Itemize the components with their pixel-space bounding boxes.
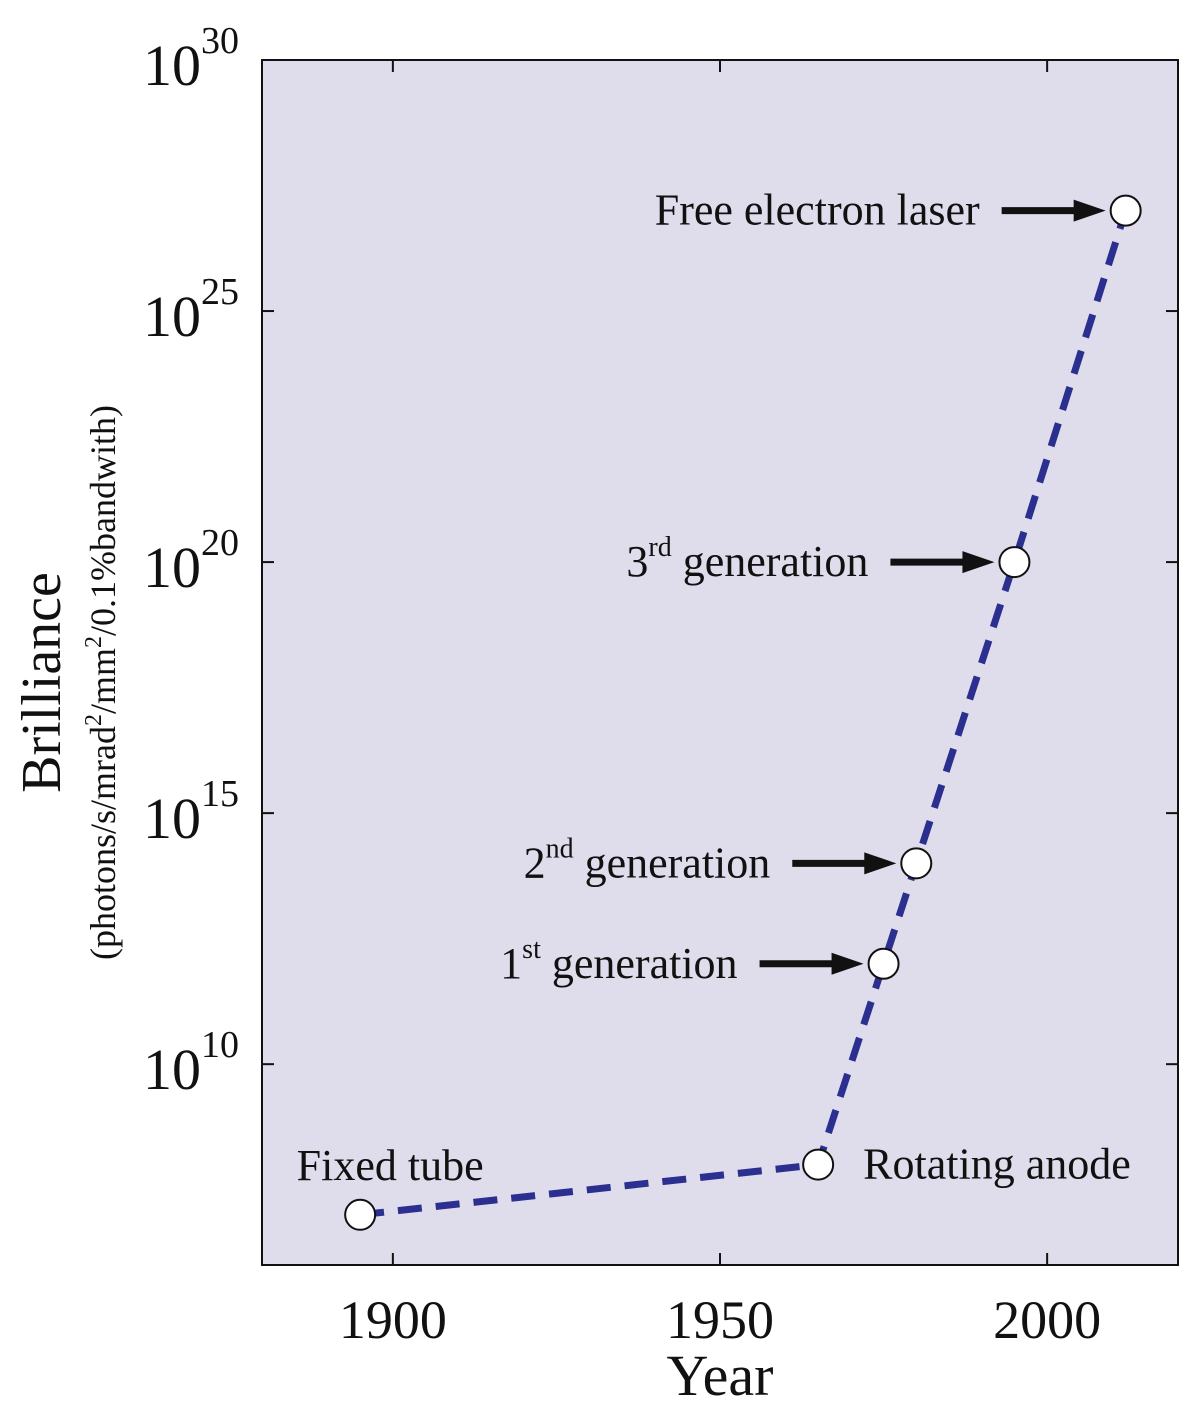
annotation-arrow-head [831,952,864,975]
data-point-marker [344,1198,377,1231]
annotation-rest: generation [574,838,771,887]
annotation-label: Rotating anode [863,1140,1131,1189]
annotation-rest: generation [541,939,738,988]
y-unit-text: /0.1%bandwith) [83,405,123,636]
y-tick-exponent: 10 [201,1024,239,1066]
x-axis-label: Year [667,1343,774,1408]
y-tick-label: 1025 [143,271,239,349]
data-point-marker [867,947,900,980]
y-tick-exponent: 15 [201,773,239,815]
y-tick-label: 1020 [143,522,239,600]
data-point-marker [900,847,933,880]
axis-labels: YearBrilliance(photons/s/mrad2/mm2/0.1%b… [11,405,773,1408]
y-tick-exponent: 25 [201,271,239,313]
annotation-main: Rotating anode [863,1140,1131,1189]
y-axis-label: Brilliance(photons/s/mrad2/mm2/0.1%bandw… [11,405,123,960]
annotation-rest: generation [672,537,869,586]
annotation-arrow-head [864,852,897,875]
y-tick-base: 10 [143,284,201,349]
x-tick-label: 1900 [339,1290,447,1350]
annotation-main: 1 [500,939,522,988]
y-tick-base: 10 [143,33,201,98]
y-unit-superscript: 2 [81,636,107,648]
y-tick-exponent: 30 [201,20,239,62]
y-tick-label: 1015 [143,773,239,851]
annotation-superscript: st [522,934,541,965]
annotation-label: Free electron laser [655,186,980,235]
dashed-trend-line [359,209,1129,1219]
annotation-label: Fixed tube [297,1141,484,1190]
data-point-marker [802,1148,835,1181]
y-unit-text: /mm [83,648,123,714]
annotation-main: 3 [626,537,648,586]
plot-frame [261,59,1179,1266]
annotation-main: Fixed tube [297,1141,484,1190]
y-axis-label-unit: (photons/s/mrad2/mm2/0.1%bandwith) [81,405,123,960]
annotation-superscript: rd [648,532,671,563]
annotation-label: 2nd generation [524,833,771,887]
y-axis-label-main: Brilliance [11,572,73,793]
data-point-marker [998,546,1031,579]
annotation-superscript: nd [546,833,574,864]
y-unit-text: (photons/s/mrad [83,726,123,960]
annotation-main: 2 [524,838,546,887]
x-tick-label: 2000 [993,1290,1101,1350]
y-tick-label: 1010 [143,1024,239,1102]
y-tick-base: 10 [143,786,201,851]
series-line [344,194,1142,1231]
y-unit-superscript: 2 [81,714,107,726]
data-point-marker [1109,194,1142,227]
annotation-label: 1st generation [500,934,737,988]
x-tick-label: 1950 [666,1290,774,1350]
annotation-label: 3rd generation [626,532,868,586]
y-tick-base: 10 [143,535,201,600]
annotation-main: Free electron laser [655,186,980,235]
y-tick-exponent: 20 [201,522,239,564]
plot-area [262,60,1178,1265]
annotation-arrow-head [962,551,995,574]
y-tick-base: 10 [143,1037,201,1102]
annotation-arrow-head [1073,199,1106,222]
y-tick-label: 1030 [143,20,239,98]
